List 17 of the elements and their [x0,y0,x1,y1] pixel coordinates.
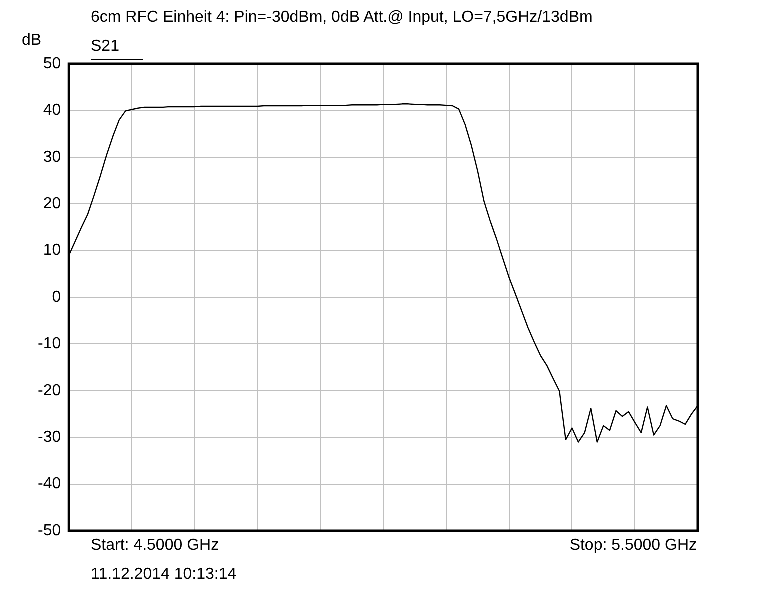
y-tick-label: -30 [38,429,62,446]
y-tick-label: 20 [43,196,62,213]
y-tick-label: 0 [52,288,62,306]
y-tick-label: 30 [43,148,62,166]
y-tick-label: -50 [38,522,62,540]
text: Stop: 5.5000 GHz [570,537,697,555]
text: 11.12.2014 10:13:14 [91,566,237,584]
y-tick-label: 40 [43,102,62,120]
chart-title: 6cm RFC Einheit 4: Pin=-30dBm, 0dB Att.@ Input, LO=7,5GHz/13dBm [91,9,593,27]
y-tick-label: 50 [43,55,62,72]
y-tick-label: -10 [38,336,62,353]
y-tick-label: 10 [43,242,62,260]
text: Start: 4.5000 GHz [91,537,220,555]
y-tick-label: -20 [38,382,62,400]
text: S21 [91,38,120,56]
y-axis-title: dB [22,32,42,50]
y-tick-label: -40 [38,476,62,493]
